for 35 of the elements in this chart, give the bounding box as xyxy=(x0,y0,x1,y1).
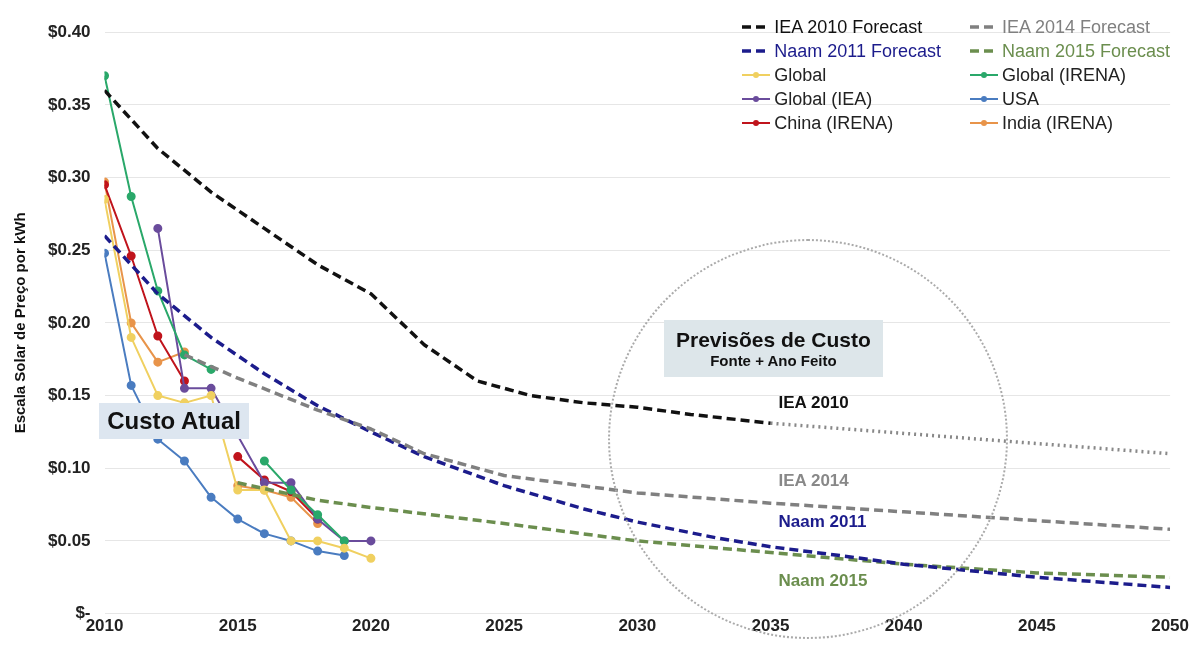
legend-label: IEA 2010 Forecast xyxy=(774,16,923,39)
y-tick-label: $0.10 xyxy=(47,457,91,477)
legend-label: Global (IEA) xyxy=(774,88,873,111)
annotation: Previsões de Custo xyxy=(675,327,871,352)
legend-label: Naam 2011 Forecast xyxy=(774,40,941,63)
y-tick-label: $0.05 xyxy=(47,530,91,550)
legend-label: Global (IRENA) xyxy=(1002,64,1127,87)
y-tick-label: $0.15 xyxy=(47,385,91,405)
annotation: IEA 2014 xyxy=(778,471,849,492)
annotation: Custo Atual xyxy=(99,402,249,439)
x-tick-label: 2010 xyxy=(85,616,124,636)
annotation: Naam 2011 xyxy=(778,511,867,532)
x-tick-label: 2020 xyxy=(352,616,390,636)
y-axis-title: Escala Solar de Preço por kWh xyxy=(11,212,29,434)
legend-label: India (IRENA) xyxy=(1002,112,1114,135)
x-tick-label: 2025 xyxy=(485,616,524,636)
legend-label: USA xyxy=(1002,88,1040,111)
annotation: Naam 2015 xyxy=(778,571,868,592)
x-tick-label: 2045 xyxy=(1017,616,1056,636)
x-tick-label: 2050 xyxy=(1151,616,1189,636)
legend-label: Naam 2015 Forecast xyxy=(1002,40,1171,63)
legend-label: China (IRENA) xyxy=(774,112,894,135)
x-tick-label: 2015 xyxy=(218,616,257,636)
annotation: IEA 2010 xyxy=(778,392,849,413)
legend-label: Global xyxy=(774,64,827,87)
y-tick-label: $0.20 xyxy=(47,312,91,332)
y-tick-label: $0.25 xyxy=(47,239,91,259)
y-tick-label: $0.40 xyxy=(47,21,91,41)
x-tick-label: 2040 xyxy=(884,616,923,636)
x-tick-label: 2030 xyxy=(618,616,657,636)
y-tick-label: $0.35 xyxy=(47,94,91,114)
x-tick-label: 2035 xyxy=(751,616,790,636)
annotation: Fonte + Ano Feito xyxy=(709,351,838,369)
legend-label: IEA 2014 Forecast xyxy=(1002,16,1151,39)
y-tick-label: $0.30 xyxy=(47,167,91,187)
